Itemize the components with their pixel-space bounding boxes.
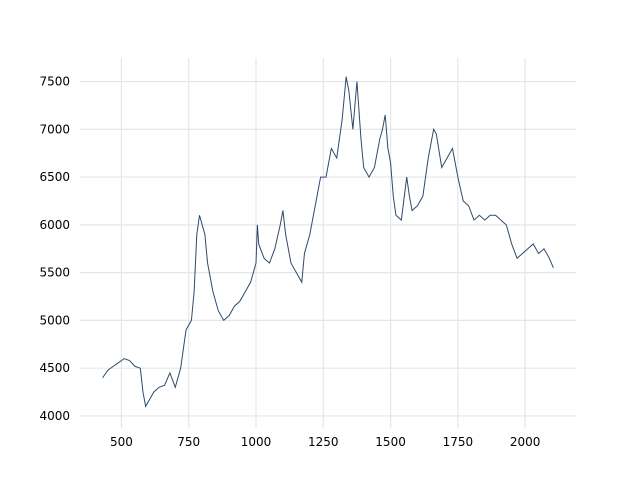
y-tick-label: 6500	[39, 170, 70, 184]
y-tick-label: 7000	[39, 122, 70, 136]
y-tick-label: 5000	[39, 313, 70, 327]
x-tick-label: 750	[177, 435, 200, 449]
x-tick-label: 2000	[510, 435, 541, 449]
x-tick-label: 1250	[308, 435, 339, 449]
x-tick-label: 1000	[241, 435, 272, 449]
y-tick-label: 4000	[39, 409, 70, 423]
y-tick-label: 4500	[39, 361, 70, 375]
x-tick-label: 1750	[443, 435, 474, 449]
x-tick-label: 1500	[375, 435, 406, 449]
y-tick-label: 7500	[39, 75, 70, 89]
y-tick-label: 5500	[39, 266, 70, 280]
x-tick-label: 500	[110, 435, 133, 449]
y-tick-label: 6000	[39, 218, 70, 232]
line	[102, 76, 554, 408]
